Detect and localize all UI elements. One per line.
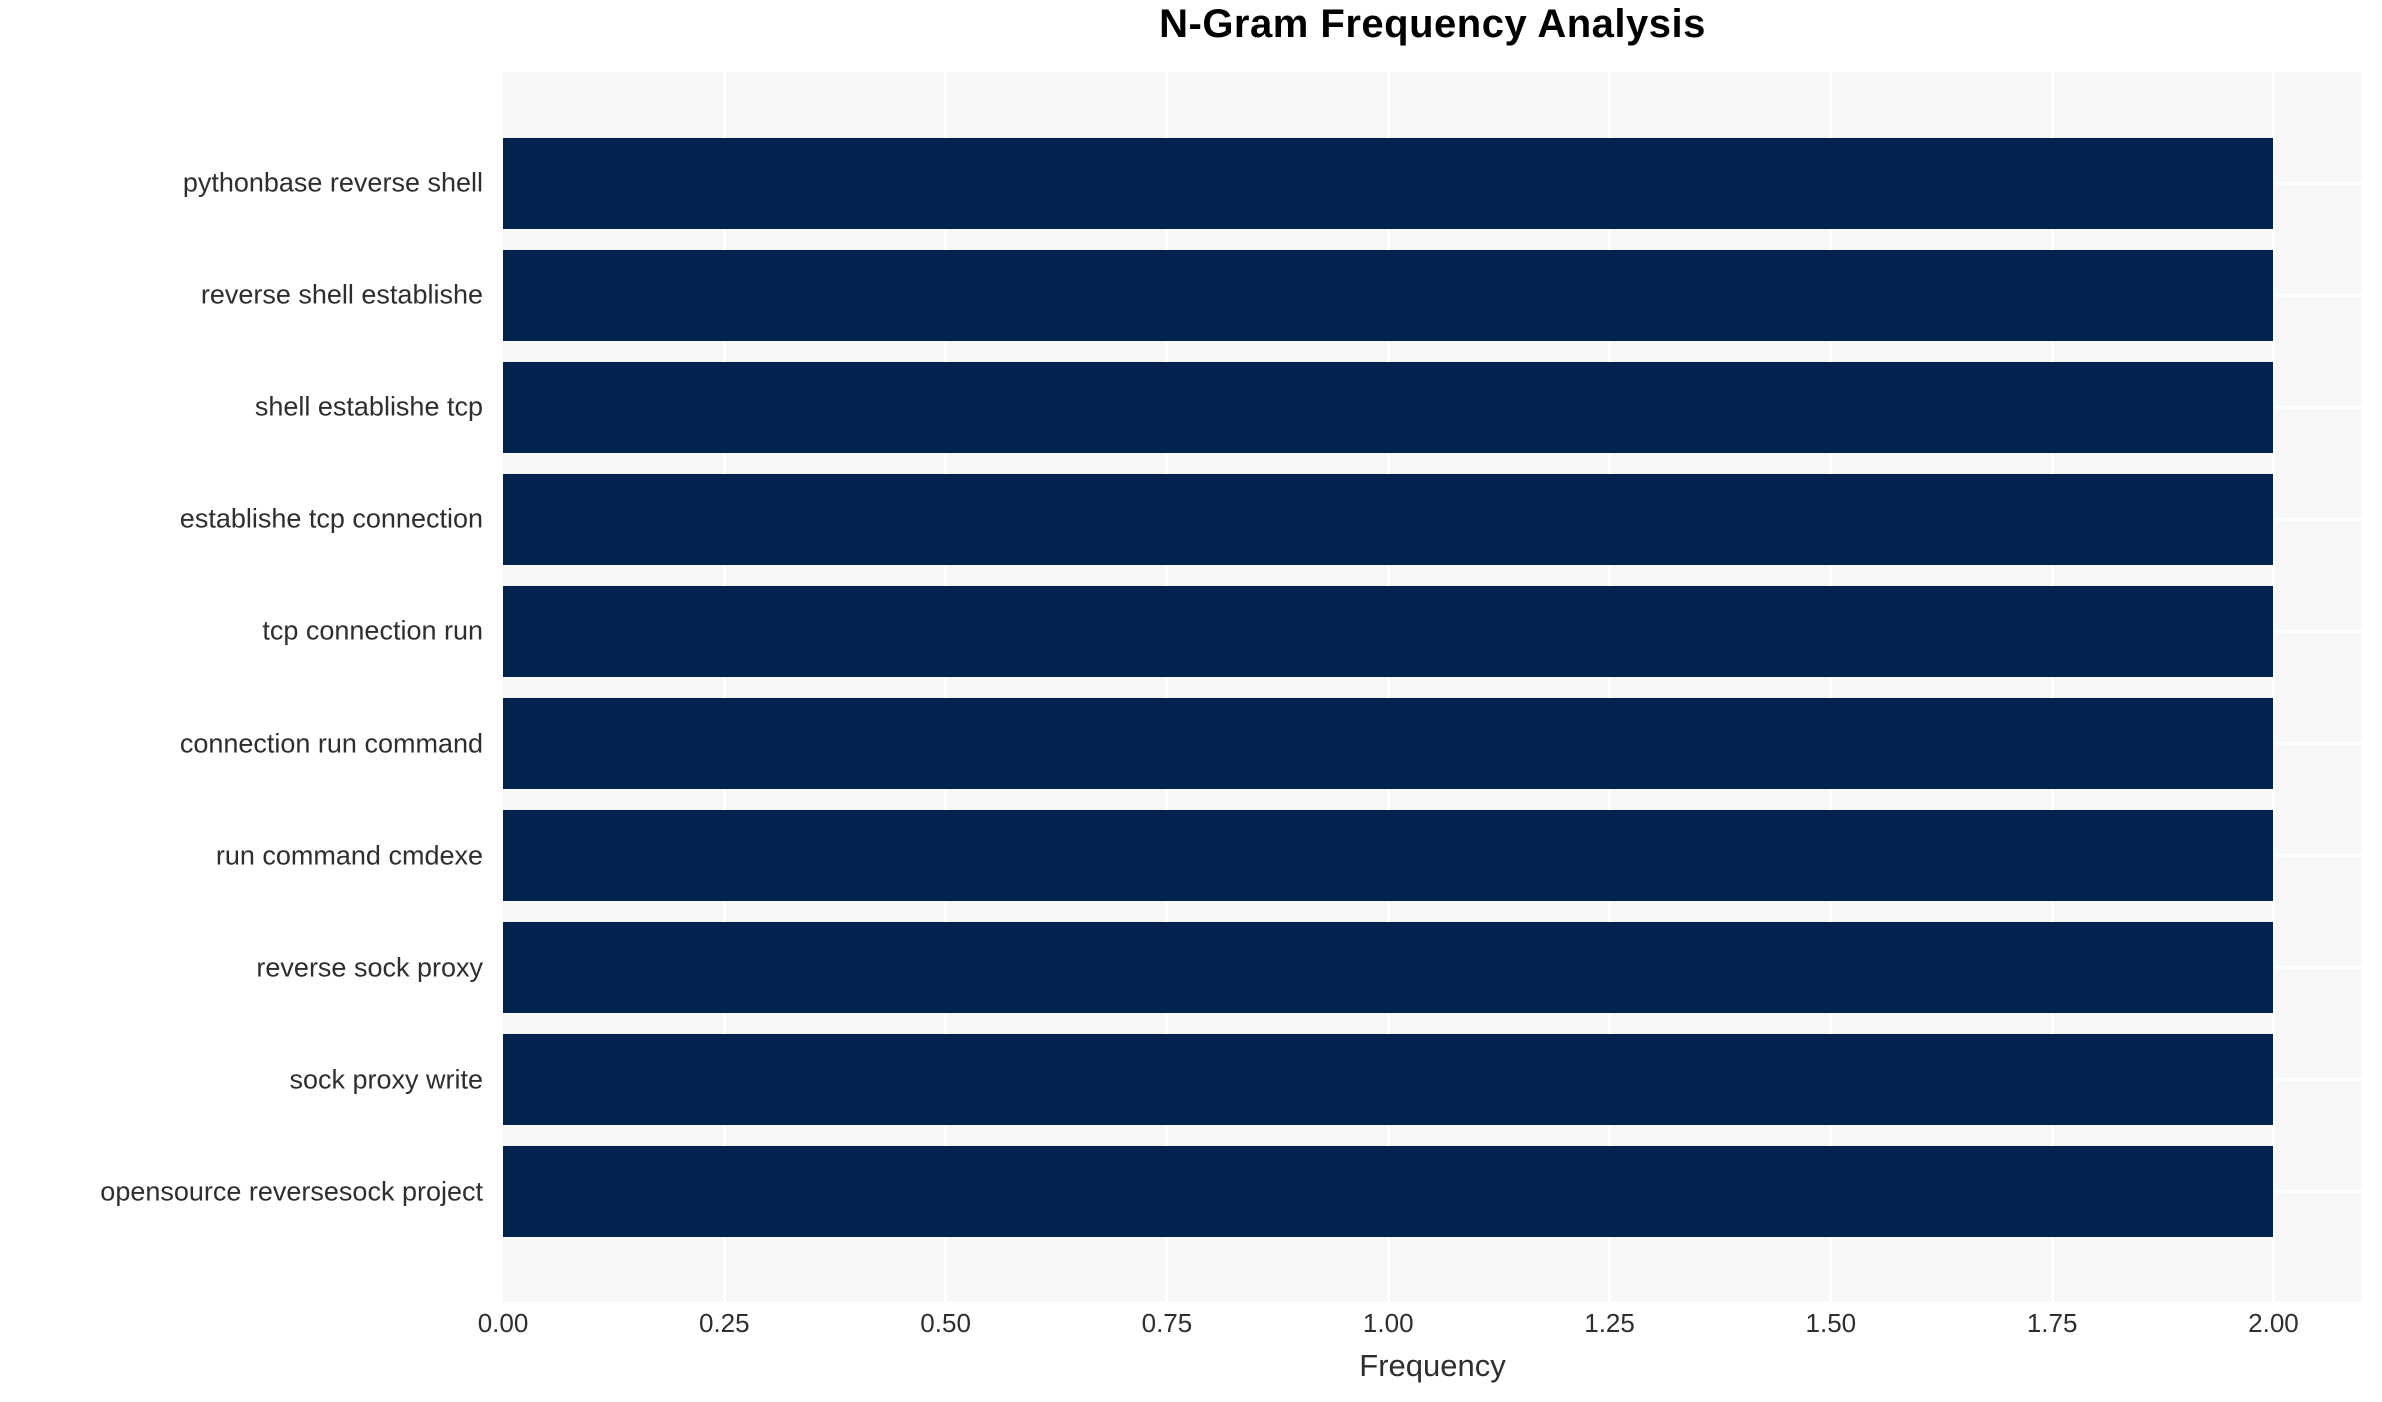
x-axis-title: Frequency xyxy=(1359,1348,1506,1383)
v-gridline xyxy=(1386,72,1390,1302)
bar xyxy=(503,137,2274,229)
v-gridline xyxy=(2271,72,2275,1302)
x-tick-label: 0.00 xyxy=(477,1308,529,1338)
bar xyxy=(503,698,2274,790)
bar xyxy=(503,473,2274,565)
plot-area xyxy=(503,72,2362,1302)
y-axis-label: opensource reversesock project xyxy=(100,1176,483,1207)
v-gridline xyxy=(1165,72,1169,1302)
y-axis-label: shell establishe tcp xyxy=(254,391,483,422)
x-tick-label: 1.50 xyxy=(1805,1308,1857,1338)
x-tick-label: 1.75 xyxy=(2026,1308,2078,1338)
y-axis-label: reverse shell establishe xyxy=(200,279,483,310)
bar xyxy=(503,1034,2274,1126)
x-tick-label: 1.25 xyxy=(1584,1308,1635,1338)
v-gridline xyxy=(1608,72,1612,1302)
x-tick-label: 1.00 xyxy=(1362,1308,1414,1338)
x-tick-label: 0.50 xyxy=(920,1308,971,1338)
y-axis-label: connection run command xyxy=(179,728,483,759)
bar xyxy=(503,361,2274,453)
y-axis-label: tcp connection run xyxy=(262,615,483,646)
bar xyxy=(503,585,2274,677)
bar xyxy=(503,249,2274,341)
y-axis-label: pythonbase reverse shell xyxy=(182,167,483,198)
v-gridline xyxy=(722,72,726,1302)
x-tick-label: 0.25 xyxy=(698,1308,750,1338)
y-axis-label: reverse sock proxy xyxy=(256,952,483,983)
x-tick-label: 0.75 xyxy=(1141,1308,1193,1338)
x-tick-label: 2.00 xyxy=(2248,1308,2299,1338)
v-gridline xyxy=(1829,72,1833,1302)
y-axis-label: establishe tcp connection xyxy=(179,503,483,534)
chart-title: N-Gram Frequency Analysis xyxy=(1159,2,1706,46)
bar xyxy=(503,1146,2274,1238)
bar xyxy=(503,922,2274,1014)
bar xyxy=(503,810,2274,902)
y-axis-label: run command cmdexe xyxy=(215,840,483,871)
y-axis-label: sock proxy write xyxy=(289,1064,483,1095)
v-gridline xyxy=(944,72,948,1302)
v-gridline xyxy=(2050,72,2054,1302)
y-axis-labels: pythonbase reverse shell reverse shell es… xyxy=(0,0,493,1402)
